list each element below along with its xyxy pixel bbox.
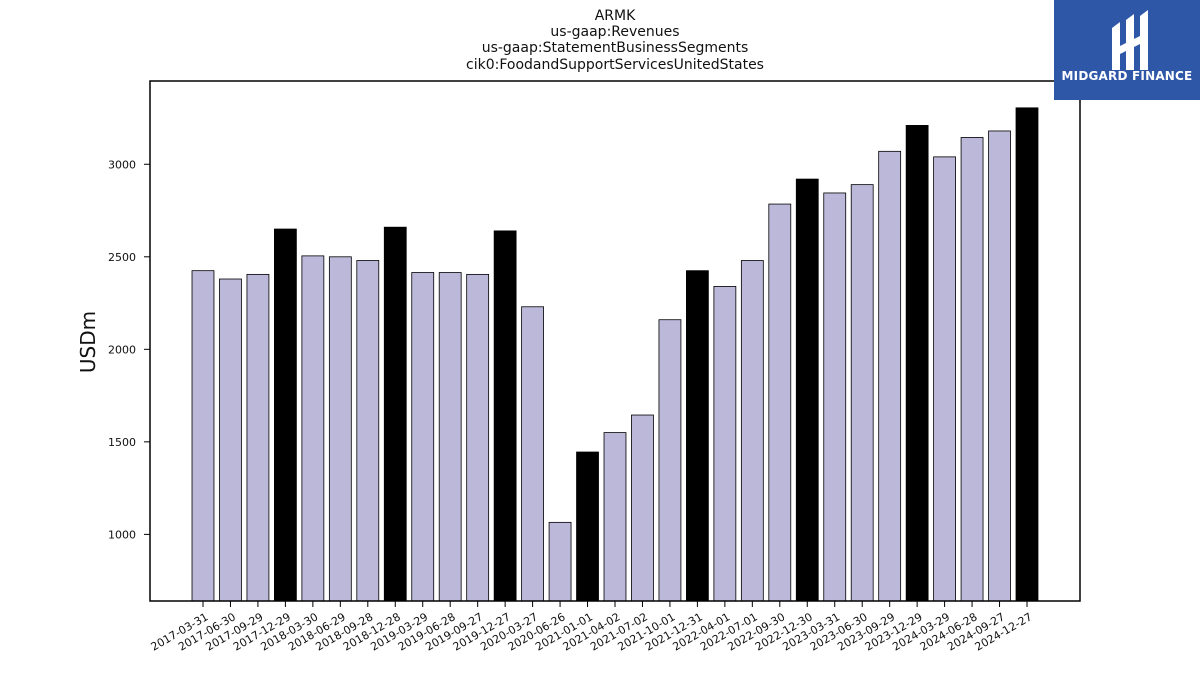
bar-2017-06-30: [219, 278, 242, 602]
y-tick-label: 2500: [108, 251, 136, 264]
bars-group: [191, 107, 1039, 602]
bar-2020-06-26: [548, 521, 572, 602]
title-line-1: ARMK: [595, 8, 636, 24]
bar-2019-06-28: [438, 272, 462, 602]
bar-2018-12-28: [383, 226, 407, 602]
bar-2021-01-01: [576, 451, 599, 602]
bar-2022-12-30: [795, 178, 819, 602]
bar-2019-12-27: [493, 230, 517, 602]
bar-2021-12-31: [686, 270, 709, 602]
bar-2021-10-01: [658, 319, 682, 602]
y-axis-label: USDm: [76, 311, 100, 373]
logo-text: MIDGARD FINANCE: [1061, 69, 1193, 83]
bar-2018-03-30: [301, 255, 325, 602]
bar-2019-09-27: [466, 273, 490, 602]
y-tick-label: 1000: [108, 528, 136, 541]
x-axis-ticks: 2017-03-312017-06-302017-09-292017-12-29…: [149, 601, 1035, 654]
bar-2023-09-29: [878, 150, 902, 602]
bar-2022-04-01: [713, 286, 737, 602]
plot-frame: [149, 80, 1081, 602]
bar-2024-06-28: [960, 137, 984, 602]
bar-2023-03-31: [823, 192, 847, 602]
bar-2018-09-28: [356, 260, 380, 602]
bar-2019-03-29: [411, 272, 435, 602]
logo-mark-icon: [1112, 10, 1148, 70]
bar-2020-03-27: [521, 306, 544, 602]
bar-2024-12-27: [1015, 107, 1039, 602]
bar-2017-12-29: [274, 228, 297, 602]
y-axis-ticks: 1000 1500 2000 2500 3000: [108, 158, 150, 541]
bar-2023-12-29: [905, 125, 929, 602]
bar-2022-07-01: [740, 260, 764, 602]
bar-2018-06-29: [328, 256, 352, 602]
title-line-4: cik0:FoodandSupportServicesUnitedStates: [466, 57, 764, 73]
y-tick-label: 3000: [108, 158, 136, 171]
bar-2021-07-02: [631, 414, 654, 602]
title-line-3: us-gaap:StatementBusinessSegments: [482, 40, 749, 56]
bar-2023-06-30: [850, 184, 874, 602]
bar-2017-03-31: [191, 270, 215, 602]
y-tick-label: 2000: [108, 343, 136, 356]
bar-2022-09-30: [768, 203, 792, 602]
logo: MIDGARD FINANCE: [1054, 0, 1200, 100]
bar-2024-03-29: [933, 156, 956, 602]
bar-2017-09-29: [246, 273, 270, 602]
chart-title: ARMK us-gaap:Revenues us-gaap:StatementB…: [466, 8, 764, 73]
bar-2024-09-27: [988, 130, 1011, 602]
title-line-2: us-gaap:Revenues: [550, 24, 679, 40]
bar-2021-04-02: [603, 432, 627, 602]
y-tick-label: 1500: [108, 436, 136, 449]
